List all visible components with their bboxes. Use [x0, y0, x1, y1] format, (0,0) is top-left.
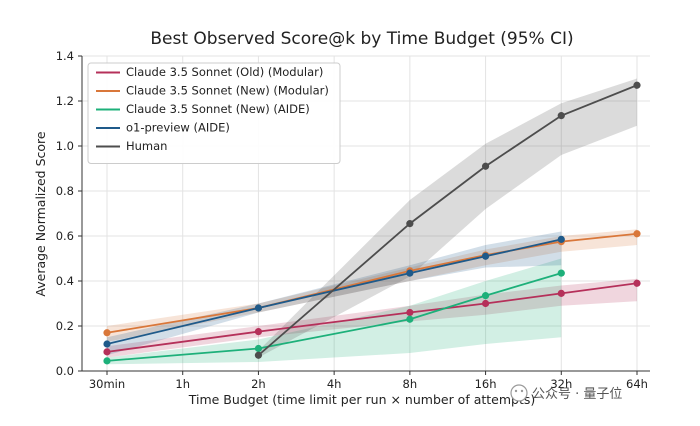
- x-tick-label: 8h: [403, 377, 418, 391]
- data-point: [254, 344, 263, 353]
- data-point: [254, 328, 263, 336]
- legend-entry: Claude 3.5 Sonnet (New) (AIDE): [126, 102, 310, 116]
- legend-box: [87, 62, 341, 164]
- ci-band-2: [107, 258, 562, 365]
- ci-band-1: [107, 229, 637, 342]
- x-tick-label: 30min: [89, 377, 125, 391]
- x-tick-label: 2h: [251, 377, 266, 391]
- x-tick-label: 64h: [626, 377, 648, 391]
- x-axis-label: Time Budget (time limit per run × number…: [188, 392, 536, 407]
- x-tick-label: 16h: [475, 377, 497, 391]
- ci-band-4: [258, 78, 637, 358]
- series-points: [103, 81, 641, 365]
- y-tick-label: 1.0: [56, 139, 74, 153]
- data-point: [103, 357, 111, 365]
- data-point: [481, 252, 490, 260]
- data-point: [557, 235, 565, 243]
- data-point: [633, 230, 641, 238]
- wechat-icon-eye-left: [514, 389, 518, 393]
- legend-entry: Claude 3.5 Sonnet (Old) (Modular): [126, 65, 323, 79]
- y-tick-label: 0.2: [56, 319, 74, 333]
- data-point: [557, 269, 565, 277]
- y-tick-label: 1.2: [56, 94, 74, 108]
- x-tick-label: 4h: [327, 377, 342, 391]
- data-point: [254, 304, 263, 312]
- data-point: [406, 315, 414, 323]
- data-point: [481, 292, 490, 300]
- legend-entry: Claude 3.5 Sonnet (New) (Modular): [126, 84, 329, 98]
- y-tick-label: 0.4: [56, 274, 74, 288]
- series-line-1: [106, 232, 638, 334]
- data-point: [633, 279, 641, 287]
- wechat-icon: [510, 384, 528, 402]
- y-tick-label: 0.6: [56, 229, 74, 243]
- y-tick-label: 0.8: [56, 184, 74, 198]
- data-point: [557, 112, 565, 120]
- y-tick-label: 0.0: [56, 364, 74, 378]
- data-point: [406, 220, 414, 228]
- watermark-text: 公众号 · 量子位: [532, 387, 622, 402]
- y-axis-label: Average Normalized Score: [33, 131, 48, 296]
- x-tick-label: 1h: [175, 377, 190, 391]
- chart-title: Best Observed Score@k by Time Budget (95…: [150, 29, 573, 49]
- legend-entry: o1-preview (AIDE): [126, 121, 230, 135]
- watermark: 公众号 · 量子位: [510, 384, 622, 402]
- data-point: [103, 329, 111, 337]
- x-tick-label: 32h: [550, 377, 572, 391]
- data-point: [103, 348, 111, 356]
- legend-entry: Human: [126, 139, 167, 153]
- data-point: [481, 299, 490, 308]
- data-point: [406, 269, 414, 277]
- data-point: [406, 308, 414, 317]
- data-point: [481, 162, 490, 170]
- axes: 0.0 0.2 0.4 0.6 0.8 1.0 1.2 1.4 30min 1h 2h 4h 8h 16h…: [56, 49, 650, 391]
- legend: Claude 3.5 Sonnet (Old) (Modular) Claude …: [87, 62, 341, 164]
- data-point: [557, 289, 565, 297]
- y-tick-label: 1.4: [56, 49, 74, 63]
- wechat-icon-eye-right: [520, 389, 524, 393]
- data-point: [633, 81, 641, 89]
- data-point: [103, 340, 111, 348]
- data-point: [254, 351, 263, 359]
